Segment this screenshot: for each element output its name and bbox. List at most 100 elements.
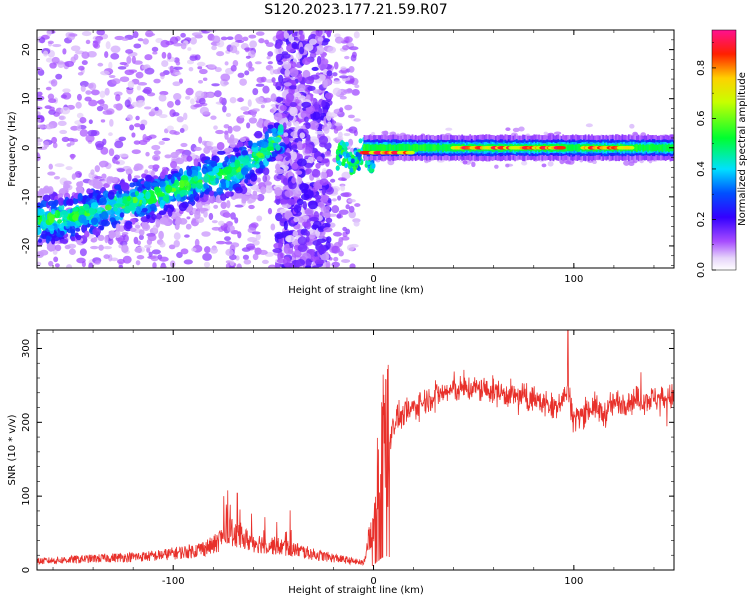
- speckle-cell: [108, 61, 113, 70]
- constant-line-cell: [400, 144, 403, 152]
- speckle-cell: [348, 66, 355, 73]
- constant-line-cell: [379, 144, 382, 152]
- speckle-cell: [179, 127, 185, 133]
- constant-line-cell: [369, 144, 372, 152]
- constant-line-cell: [571, 144, 574, 152]
- track-cell: [53, 225, 58, 230]
- track-cell: [37, 238, 43, 243]
- speckle-cell: [135, 260, 141, 266]
- speckle-cell: [263, 97, 272, 103]
- track-cell: [178, 218, 188, 225]
- speckle-cell: [144, 106, 152, 110]
- speckle-cell: [133, 175, 141, 179]
- track-cell: [241, 150, 248, 156]
- speckle-cell: [344, 80, 355, 85]
- speckle-cell: [133, 140, 141, 145]
- track-cell: [244, 178, 249, 184]
- speckle-cell: [220, 201, 227, 210]
- track-cell: [226, 174, 231, 182]
- track-cell: [84, 230, 90, 238]
- noise-band-cell: [276, 30, 285, 40]
- track-cell: [159, 180, 166, 188]
- track-cell: [124, 221, 132, 230]
- noise-band-cell: [317, 201, 325, 208]
- noise-band-cell: [304, 43, 314, 52]
- track-cell: [72, 197, 79, 205]
- speckle-cell: [158, 114, 168, 119]
- x-tick-label: -100: [162, 274, 185, 285]
- speckle-cell: [142, 134, 147, 142]
- speckle-cell: [229, 260, 235, 267]
- speckle-cell: [353, 220, 360, 227]
- speckle-cell: [223, 124, 230, 129]
- noise-band-cell: [314, 259, 325, 265]
- speckle-cell: [174, 71, 182, 76]
- noise-band-cell: [297, 236, 308, 246]
- noise-band-cell: [293, 204, 302, 214]
- speckle-cell: [79, 248, 87, 257]
- speckle-cell: [37, 138, 43, 143]
- track-cell: [94, 165, 100, 173]
- speckle-cell: [133, 60, 143, 65]
- track-cell: [196, 182, 204, 189]
- track-cell: [279, 104, 287, 112]
- speckle-cell: [144, 54, 153, 61]
- noise-band-cell: [272, 248, 283, 254]
- track-cell: [128, 202, 137, 211]
- speckle-cell: [99, 98, 105, 107]
- track-cell: [273, 112, 283, 122]
- speckle-cell: [62, 88, 71, 93]
- speckle-cell: [269, 68, 275, 75]
- track-cell: [208, 190, 215, 197]
- speckle-cell: [152, 51, 158, 55]
- track-cell: [68, 198, 74, 206]
- speckle-cell: [47, 40, 54, 45]
- track-cell: [232, 125, 241, 132]
- noise-band-cell: [310, 74, 320, 80]
- transition-cell: [371, 164, 376, 170]
- track-cell: [273, 137, 282, 143]
- track-cell: [159, 199, 165, 209]
- track-cell: [51, 237, 56, 245]
- speckle-cell: [339, 95, 347, 100]
- speckle-cell: [494, 164, 499, 169]
- track-cell: [92, 236, 98, 242]
- constant-line-cell: [426, 144, 428, 151]
- noise-band-cell: [322, 168, 327, 173]
- speckle-cell: [175, 60, 181, 66]
- speckle-cell: [166, 100, 174, 108]
- noise-band-cell: [289, 67, 299, 78]
- speckle-cell: [79, 117, 87, 124]
- colorbar-gradient: [711, 29, 737, 271]
- track-cell: [72, 213, 79, 222]
- noise-band-cell: [309, 38, 317, 45]
- noise-band-cell: [321, 187, 326, 196]
- speckle-cell: [193, 104, 203, 108]
- track-cell: [163, 204, 168, 212]
- speckle-cell: [113, 91, 123, 96]
- track-cell: [251, 142, 258, 148]
- speckle-cell: [341, 259, 351, 264]
- speckle-cell: [176, 116, 184, 123]
- speckle-cell: [108, 74, 116, 79]
- noise-band-cell: [305, 258, 312, 267]
- constant-line-cell: [398, 143, 401, 152]
- speckle-cell: [339, 75, 349, 79]
- speckle-cell: [79, 129, 88, 137]
- speckle-cell: [54, 244, 62, 252]
- track-cell: [255, 167, 264, 174]
- noise-band-cell: [276, 42, 281, 48]
- constant-line-cell: [578, 144, 581, 152]
- track-cell: [143, 180, 153, 188]
- speckle-cell: [45, 86, 52, 91]
- speckle-cell: [87, 50, 97, 58]
- speckle-cell: [252, 108, 260, 112]
- noise-band-cell: [279, 199, 288, 205]
- track-cell: [90, 202, 99, 209]
- speckle-cell: [222, 105, 227, 113]
- noise-band-cell: [326, 70, 333, 77]
- noise-band-cell: [291, 144, 298, 151]
- track-cell: [92, 227, 101, 236]
- constant-line-cell: [573, 144, 576, 151]
